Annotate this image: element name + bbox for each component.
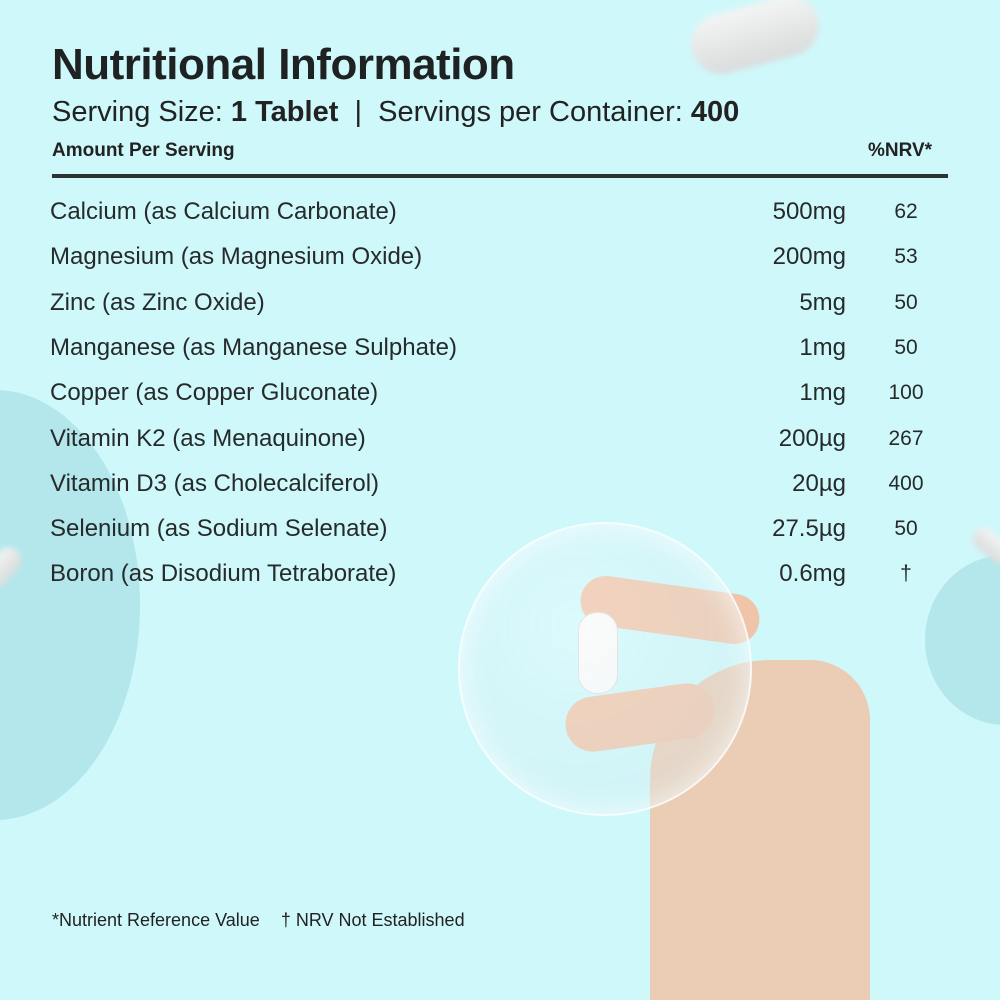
nutrient-name: Boron (as Disodium Tetraborate) [50, 560, 397, 588]
nutrient-amount: 20µg [792, 469, 846, 497]
nutrient-row: Vitamin D3 (as Cholecalciferol) 20µg 400 [50, 470, 930, 510]
nutrient-amount: 5mg [799, 288, 846, 316]
nutrient-row: Boron (as Disodium Tetraborate) 0.6mg † [50, 560, 930, 600]
nutrient-nrv: 50 [894, 517, 918, 541]
serving-size-label: Serving Size: [52, 96, 223, 128]
nutrient-amount: 27.5µg [772, 515, 846, 543]
nutrient-row: Zinc (as Zinc Oxide) 5mg 50 [50, 289, 930, 329]
servings-label: Servings per Container: [378, 96, 683, 128]
nrv-header: %NRV* [868, 140, 933, 161]
amount-per-serving-header: Amount Per Serving [52, 140, 235, 161]
decor-pill-top [684, 0, 826, 81]
nutrient-nrv: 53 [894, 245, 918, 269]
serving-info: Serving Size: 1 Tablet | Servings per Co… [52, 96, 739, 129]
header-divider [52, 174, 948, 178]
nutrient-amount: 1mg [799, 379, 846, 407]
separator: | [354, 96, 363, 128]
footer-notes: *Nutrient Reference Value † NRV Not Esta… [52, 910, 481, 931]
bubble-image [458, 522, 752, 816]
decor-circle-right [925, 555, 1000, 725]
serving-size-value: 1 Tablet [230, 96, 339, 128]
nutrient-amount: 0.6mg [779, 560, 846, 588]
nutrient-name: Vitamin K2 (as Menaquinone) [50, 424, 366, 452]
nutrient-nrv: 62 [894, 200, 918, 223]
nutrient-name: Copper (as Copper Gluconate) [50, 379, 379, 407]
nutrient-row: Selenium (as Sodium Selenate) 27.5µg 50 [50, 515, 930, 555]
nutrient-amount: 200µg [778, 424, 846, 452]
nutrient-row: Manganese (as Manganese Sulphate) 1mg 50 [50, 334, 930, 374]
nutrient-row: Copper (as Copper Gluconate) 1mg 100 [50, 379, 930, 419]
nutrient-nrv: 400 [888, 471, 924, 495]
nutrient-row: Vitamin K2 (as Menaquinone) 200µg 267 [50, 425, 930, 465]
nutrient-name: Vitamin D3 (as Cholecalciferol) [50, 469, 380, 497]
servings-value: 400 [690, 96, 740, 128]
nutrient-name: Calcium (as Calcium Carbonate) [50, 198, 397, 225]
nutrient-row: Calcium (as Calcium Carbonate) 500mg 62 [50, 198, 930, 238]
footnote-nrv: *Nutrient Reference Value [52, 910, 260, 930]
nutrient-amount: 1mg [799, 333, 846, 361]
page-title: Nutritional Information [52, 40, 515, 89]
nutrient-nrv: † [900, 562, 912, 586]
nutrient-nrv: 50 [894, 290, 918, 314]
nutrient-name: Zinc (as Zinc Oxide) [50, 288, 265, 316]
nutrient-name: Selenium (as Sodium Selenate) [50, 515, 388, 543]
nutrient-nrv: 100 [888, 381, 924, 405]
nutrient-name: Magnesium (as Magnesium Oxide) [50, 243, 423, 271]
footnote-dagger: † NRV Not Established [280, 910, 465, 930]
nutrient-amount: 500mg [772, 198, 846, 225]
nutrient-amount: 200mg [772, 243, 846, 271]
nutrient-name: Manganese (as Manganese Sulphate) [50, 333, 457, 361]
nutrient-row: Magnesium (as Magnesium Oxide) 200mg 53 [50, 243, 930, 283]
nutrient-nrv: 50 [894, 335, 918, 359]
nutrient-nrv: 267 [888, 426, 924, 450]
